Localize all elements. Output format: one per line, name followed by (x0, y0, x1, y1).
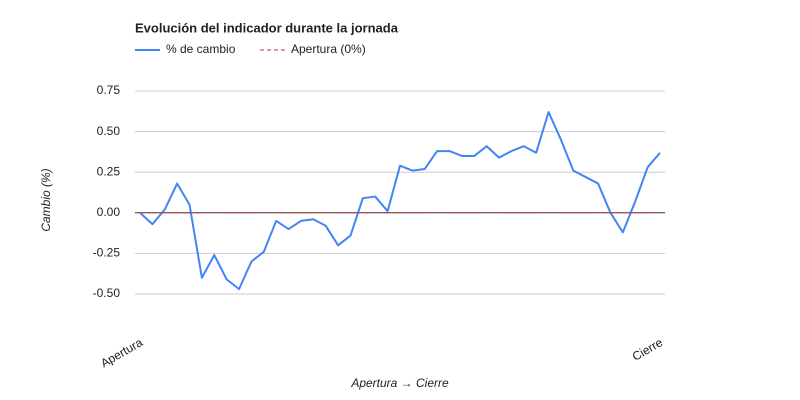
y-tick-label: 0.25 (97, 164, 121, 178)
x-tick-label: Cierre (630, 335, 666, 364)
y-axis-title: Cambio (%) (39, 168, 53, 231)
y-tick-label: -0.50 (93, 286, 121, 300)
legend-label: Apertura (0%) (291, 42, 366, 56)
data-line (139, 111, 661, 291)
x-axis-title: Apertura → Cierre (350, 376, 449, 390)
legend-label: % de cambio (166, 42, 236, 56)
y-tick-label: 0.50 (97, 124, 121, 138)
y-tick-label: -0.25 (93, 246, 121, 260)
x-tick-label: Apertura (98, 335, 145, 370)
y-tick-label: 0.00 (97, 205, 121, 219)
y-tick-label: 0.75 (97, 83, 121, 97)
chart-title: Evolución del indicador durante la jorna… (135, 20, 399, 35)
